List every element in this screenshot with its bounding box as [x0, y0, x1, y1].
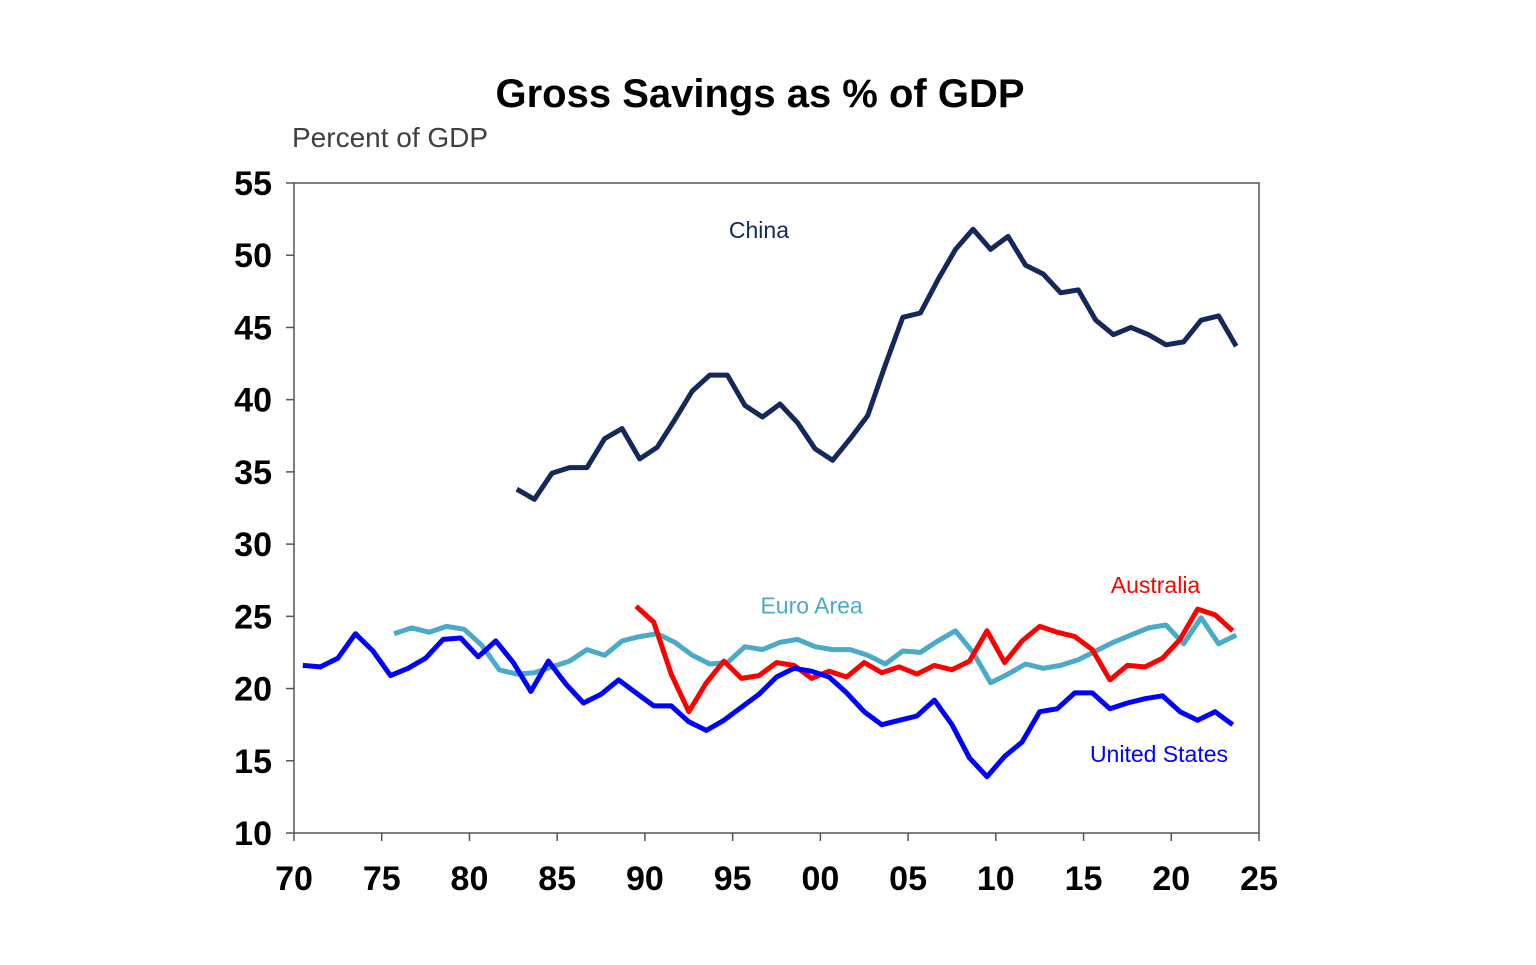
- series-group: China Euro Area Australia United States: [302, 217, 1239, 780]
- y-tick-label: 15: [234, 743, 272, 781]
- series-line-australia: [634, 604, 1235, 715]
- series-line-china: [515, 226, 1239, 502]
- series-label-australia: Australia: [1111, 572, 1201, 598]
- x-tick-label: 95: [714, 860, 752, 898]
- x-tick-label: 15: [1065, 860, 1103, 898]
- x-tick-label: 10: [977, 860, 1015, 898]
- y-tick-label: 40: [234, 382, 272, 420]
- y-tick-label: 30: [234, 526, 272, 564]
- y-tick-label: 25: [234, 598, 272, 636]
- y-tick-label: 20: [234, 671, 272, 709]
- x-tick-label: 05: [889, 860, 927, 898]
- y-tick-label: 35: [234, 454, 272, 492]
- series-label-euro-area: Euro Area: [760, 592, 862, 618]
- plot-area: [293, 182, 1260, 834]
- x-tick-label: 90: [626, 860, 664, 898]
- y-tick-label: 10: [234, 815, 272, 853]
- x-tick-label: 25: [1240, 860, 1278, 898]
- x-tick-label: 20: [1152, 860, 1190, 898]
- x-tick-label: 75: [363, 860, 401, 898]
- series-label-united-states: United States: [1090, 741, 1228, 767]
- y-tick-label: 45: [234, 309, 272, 347]
- x-tick-label: 00: [801, 860, 839, 898]
- y-axis-label: Percent of GDP: [292, 122, 488, 153]
- series-line-united-states: [302, 631, 1235, 780]
- y-tick-label: 55: [234, 165, 272, 203]
- x-tick-label: 80: [451, 860, 489, 898]
- series-label-china: China: [729, 217, 789, 243]
- y-tick-label: 50: [234, 237, 272, 275]
- x-tick-label: 85: [538, 860, 576, 898]
- x-tick-label: 70: [275, 860, 313, 898]
- chart-title: Gross Savings as % of GDP: [495, 72, 1024, 116]
